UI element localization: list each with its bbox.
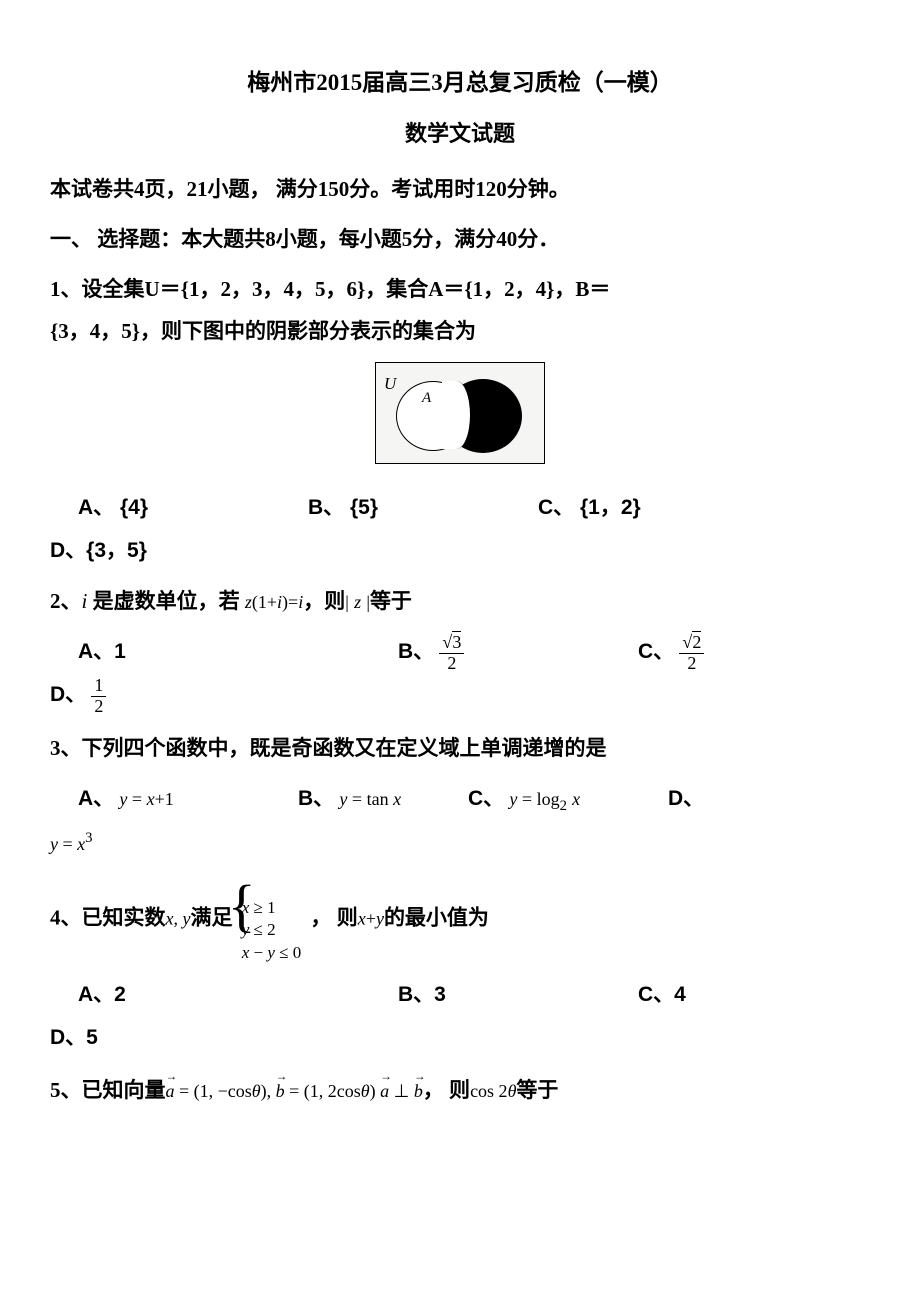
q3-opt-d-prefix: D、 [668, 787, 704, 810]
question-2: 2、i 是虚数单位，若 z(1+i)=i，则| z |等于 [50, 580, 870, 622]
q4-system: { x ≥ 1 y ≤ 2 x − y ≤ 0 [242, 874, 302, 966]
q2-text2: ，则 [303, 589, 345, 613]
q4-opt-a: A、2 [78, 983, 126, 1006]
q1-text-a: 1、设全集U＝{1，2，3，4，5，6}，集合A＝{1，2，4}，B＝ [50, 277, 610, 301]
q2-text3: 等于 [370, 589, 412, 613]
q1-opt-a: A、 {4} [78, 496, 148, 519]
question-1: 1、设全集U＝{1，2，3，4，5，6}，集合A＝{1，2，4}，B＝ {3，4… [50, 268, 870, 572]
q1-opt-c: C、 {1，2} [538, 496, 641, 519]
q2-opt-c-prefix: C、 [638, 640, 674, 663]
venn-intersection-white [442, 381, 471, 449]
venn-diagram: U A [50, 362, 870, 478]
q2-opt-b-prefix: B、 [398, 640, 434, 663]
q2-opt-a: A、1 [78, 640, 126, 663]
q2-opt-d-frac: 12 [91, 676, 106, 717]
q1-opt-b: B、 {5} [308, 496, 378, 519]
q3-opt-d-sup: 3 [85, 830, 92, 846]
question-4: 4、已知实数x, y满足 { x ≥ 1 y ≤ 2 x − y ≤ 0 ， 则… [50, 874, 870, 966]
q1-opt-d: D、{3，5} [50, 539, 147, 562]
q5-text2: 等于 [516, 1078, 558, 1102]
q4-prefix: 4、已知实数 [50, 905, 166, 929]
vector-a-icon: a [166, 1073, 175, 1109]
q3-opt-c-prefix: C、 [468, 787, 504, 810]
q3-opt-a-prefix: A、 [78, 787, 114, 810]
question-3: 3、下列四个函数中，既是奇函数又在定义域上单调递增的是 [50, 727, 870, 769]
page-title: 梅州市2015届高三3月总复习质检（一模） [50, 60, 870, 106]
q2-opt-d-prefix: D、 [50, 683, 86, 706]
q2-opt-c-frac: √22 [679, 633, 704, 674]
venn-label-a: A [422, 383, 431, 413]
q4-text1: 满足 [191, 905, 233, 929]
q5-text1: ， 则 [423, 1078, 470, 1102]
q4-text2: ， 则 [311, 905, 358, 929]
q5-prefix: 5、已知向量 [50, 1078, 166, 1102]
q2-prefix: 2、 [50, 589, 82, 613]
q3-opt-b-prefix: B、 [298, 787, 334, 810]
q4-opt-d: D、5 [50, 1026, 98, 1049]
section-header: 一、 选择题：本大题共8小题，每小题5分，满分40分． [50, 218, 870, 260]
q4-opt-c: C、4 [638, 983, 686, 1006]
q4-opt-b: B、3 [398, 983, 446, 1006]
page-subtitle: 数学文试题 [50, 112, 870, 156]
vector-b-icon: b [276, 1073, 285, 1109]
exam-info: 本试卷共4页，21小题， 满分150分。考试用时120分钟。 [50, 168, 870, 210]
venn-label-u: U [384, 367, 396, 401]
q4-text3: 的最小值为 [384, 905, 489, 929]
q1-text-b: {3，4，5}，则下图中的阴影部分表示的集合为 [50, 319, 476, 343]
question-5: 5、已知向量a = (1, −cosθ), b = (1, 2cosθ) a ⊥… [50, 1069, 870, 1111]
q2-opt-b-frac: √32 [439, 633, 464, 674]
q2-text1: 是虚数单位，若 [93, 589, 240, 613]
